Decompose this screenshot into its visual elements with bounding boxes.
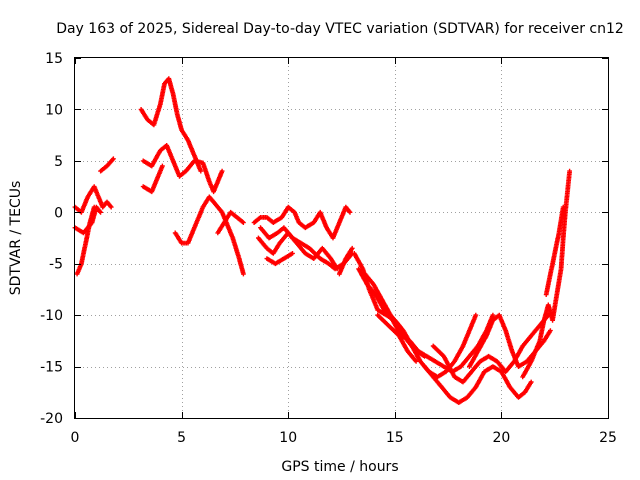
data-point bbox=[347, 209, 353, 215]
series-track-14 bbox=[337, 245, 355, 277]
data-point bbox=[413, 359, 419, 364]
data-point bbox=[111, 156, 116, 162]
data-point bbox=[490, 312, 496, 318]
data-point bbox=[567, 168, 572, 174]
data-point bbox=[219, 168, 225, 174]
y-axis-label: SDTVAR / TECUs bbox=[8, 181, 24, 296]
series-track-21 bbox=[467, 312, 553, 369]
series-track-6 bbox=[140, 143, 225, 195]
data-point bbox=[528, 379, 534, 385]
series-track-17 bbox=[362, 271, 427, 359]
x-axis-label: GPS time / hours bbox=[281, 459, 398, 475]
x-tick-label: 10 bbox=[279, 430, 297, 446]
series-track-7 bbox=[140, 163, 165, 195]
x-tick-label: 15 bbox=[386, 430, 404, 446]
chart-title: Day 163 of 2025, Sidereal Day-to-day VTE… bbox=[56, 21, 624, 37]
x-tick-label: 5 bbox=[177, 430, 186, 446]
series-track-5 bbox=[138, 76, 204, 174]
data-point bbox=[241, 271, 246, 277]
data-point bbox=[560, 204, 566, 210]
data-point bbox=[198, 168, 204, 174]
series-track-3 bbox=[74, 204, 97, 277]
plot-frame bbox=[74, 57, 609, 419]
data-point bbox=[290, 251, 295, 256]
series-track-10 bbox=[251, 204, 353, 241]
series-track-13 bbox=[264, 251, 295, 267]
y-tick-label: 0 bbox=[54, 205, 63, 221]
y-tick-label: -20 bbox=[40, 411, 63, 427]
x-tick-label: 20 bbox=[492, 430, 510, 446]
data-point bbox=[160, 163, 165, 169]
axis-ticks: 0 5 10 15 20 25 -20 -15 -10 -5 0 5 10 15 bbox=[40, 51, 617, 446]
data-point bbox=[349, 245, 355, 251]
y-tick-label: 15 bbox=[45, 51, 63, 67]
x-tick-label: 25 bbox=[599, 430, 617, 446]
y-tick-label: -15 bbox=[40, 360, 63, 376]
y-tick-label: -5 bbox=[49, 257, 63, 273]
data-point bbox=[241, 220, 246, 225]
data-point bbox=[108, 204, 114, 210]
series-track-4 bbox=[98, 156, 116, 174]
data-point bbox=[91, 204, 97, 210]
series-track-9 bbox=[215, 209, 246, 236]
data-point bbox=[548, 328, 553, 333]
data-point bbox=[473, 312, 479, 318]
data-point bbox=[422, 353, 427, 359]
data-points bbox=[72, 76, 572, 405]
x-tick-label: 0 bbox=[71, 430, 80, 446]
series-track-18 bbox=[375, 312, 419, 364]
y-tick-label: 10 bbox=[45, 102, 63, 118]
y-tick-label: -10 bbox=[40, 308, 63, 324]
series-track-23 bbox=[543, 204, 566, 297]
data-point bbox=[98, 209, 103, 215]
series-track-22 bbox=[520, 168, 572, 380]
series-track-19 bbox=[422, 364, 534, 405]
y-tick-label: 5 bbox=[54, 154, 63, 170]
series-track-1 bbox=[72, 184, 114, 215]
